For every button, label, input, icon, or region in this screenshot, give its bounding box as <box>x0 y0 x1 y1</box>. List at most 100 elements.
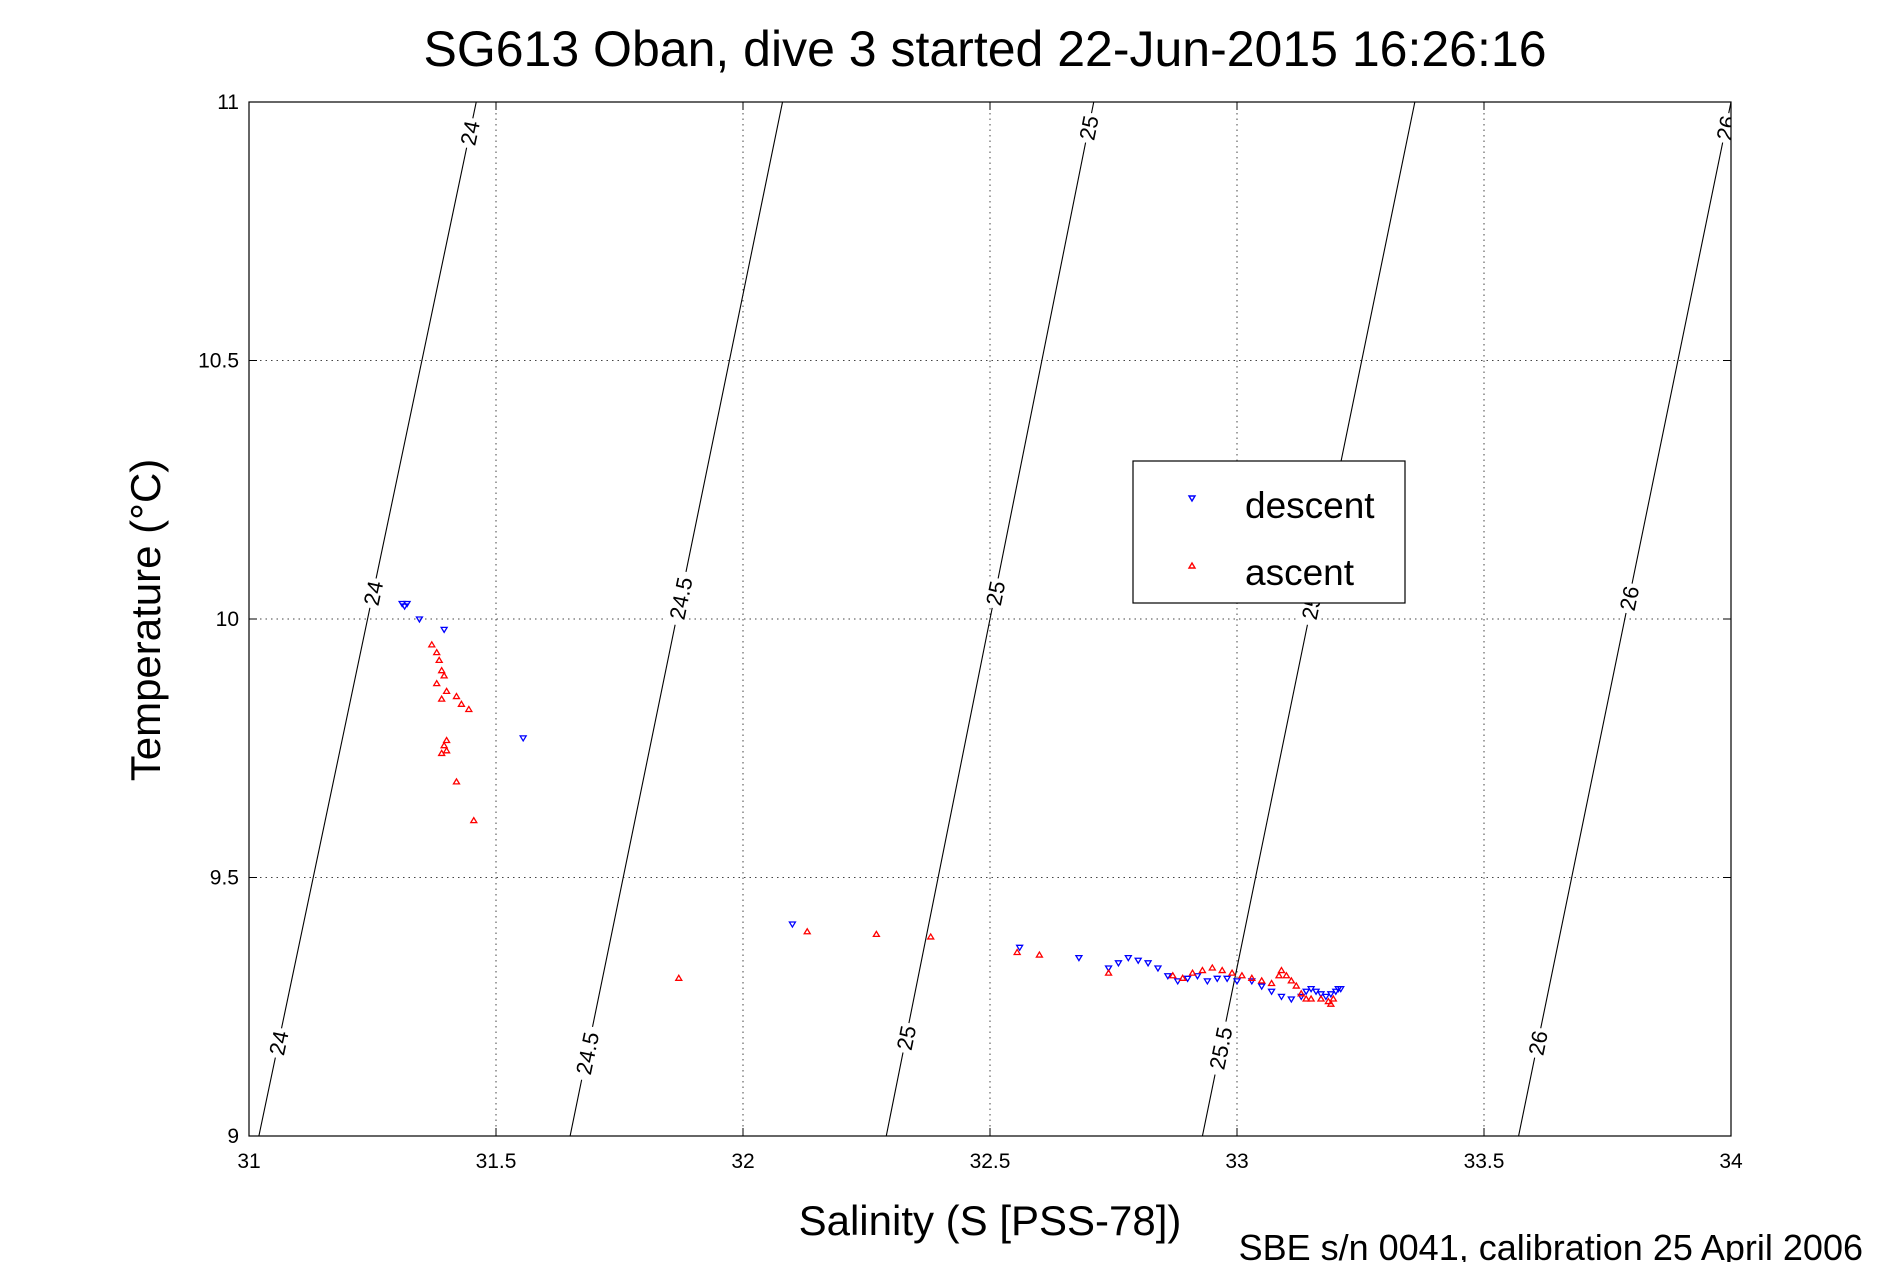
contour-label-group: 25 <box>981 576 1010 610</box>
y-axis-ticks: 9 9.5 10 10.5 11 <box>198 91 1731 1148</box>
descent-point <box>788 921 797 929</box>
contour-label-bg <box>1524 1026 1551 1060</box>
contour-label-group: 26 <box>1711 111 1740 145</box>
ascent-point <box>442 746 451 754</box>
ascent-point <box>432 679 441 687</box>
ascent-point <box>469 816 478 824</box>
ascent-point <box>1227 968 1237 976</box>
contour-label-bg <box>1075 111 1102 145</box>
contour-label-group: 24 <box>455 116 485 150</box>
y-tick-label: 10 <box>216 608 239 631</box>
ascent-point <box>1302 994 1311 1002</box>
contour-line-26 <box>1518 102 1731 1136</box>
descent-point <box>400 603 409 611</box>
ascent-point <box>803 927 812 935</box>
ascent-point <box>442 687 451 695</box>
ascent-point <box>427 640 436 648</box>
ascent-point <box>674 974 683 981</box>
ascent-point <box>437 749 446 757</box>
descent-point <box>1297 993 1306 1001</box>
descent-point <box>1134 957 1143 965</box>
ascent-point <box>1013 948 1022 956</box>
x-tick-label: 32 <box>731 1150 754 1173</box>
ascent-point <box>442 736 451 744</box>
descent-point <box>439 626 449 634</box>
calibration-footnote: SBE s/n 0041, calibration 25 April 2006 <box>1239 1227 1863 1262</box>
contour-label-bg <box>265 1026 292 1060</box>
descent-point <box>1143 960 1153 968</box>
x-axis-label: Salinity (S [PSS-78]) <box>799 1197 1182 1244</box>
ascent-point <box>452 692 461 700</box>
contour-label-group: 25 <box>1074 111 1104 145</box>
ascent-point <box>1218 966 1227 974</box>
contour-label: 25 <box>981 579 1010 608</box>
descent-point <box>1203 978 1212 986</box>
ascent-point <box>1257 976 1266 984</box>
descent-point <box>519 735 528 743</box>
contour-label-bg <box>893 1021 919 1055</box>
x-tick-label: 31.5 <box>476 1150 517 1173</box>
contour-label-bg <box>360 576 386 610</box>
ascent-point <box>1168 971 1177 979</box>
ascent-point <box>437 666 446 674</box>
contour-label: 24 <box>359 579 389 608</box>
legend-box <box>1132 460 1406 604</box>
ascent-point <box>464 705 473 713</box>
descent-point <box>1213 975 1222 983</box>
ascent-point <box>1188 968 1197 976</box>
ascent-point <box>439 671 449 679</box>
contour-label-group: 24.5 <box>571 1024 604 1082</box>
contour-label: 26 <box>1615 584 1644 613</box>
descent-point <box>1193 973 1202 980</box>
contour-label: 24.5 <box>664 575 697 622</box>
descent-point <box>1331 988 1340 996</box>
legend-marker-ascent <box>1187 561 1197 569</box>
y-tick-label: 9.5 <box>210 867 239 890</box>
contour-label-group: 25.5 <box>1204 1019 1238 1077</box>
descent-point <box>1247 978 1256 986</box>
contour-line-25 <box>885 102 1095 1136</box>
ascent-point <box>1104 968 1113 976</box>
contour-label: 24 <box>264 1028 294 1057</box>
ascent-point <box>1306 994 1316 1002</box>
ascent-point <box>432 648 441 656</box>
x-tick-label: 34 <box>1719 1150 1743 1173</box>
descent-point <box>1336 986 1345 993</box>
ascent-point <box>1035 950 1044 958</box>
contour-line-24 <box>258 102 477 1136</box>
ascent-point <box>1297 989 1306 997</box>
ascent-point <box>1247 974 1256 981</box>
descent-point <box>1321 993 1331 1001</box>
y-tick-label: 9 <box>227 1125 239 1148</box>
legend-label-descent: descent <box>1245 485 1375 526</box>
contour-label-bg <box>982 576 1008 610</box>
descent-point <box>1287 996 1296 1004</box>
descent-point <box>1114 960 1123 968</box>
density-contours <box>258 102 1731 1136</box>
contour-label: 26 <box>1711 113 1740 142</box>
descent-point <box>1257 983 1266 991</box>
ascent-point <box>926 932 935 940</box>
ascent-point <box>1198 966 1207 974</box>
ascent-point <box>1326 999 1336 1007</box>
descent-point <box>415 616 424 624</box>
contour-label-bg <box>571 1024 603 1082</box>
ascent-point <box>1277 966 1286 974</box>
contour-label-group: 24 <box>264 1026 294 1060</box>
contour-label: 25 <box>1074 113 1103 142</box>
data-points <box>397 600 1345 1007</box>
descent-point <box>1326 991 1336 999</box>
contour-label: 24 <box>455 119 485 148</box>
contour-label-bg <box>1616 581 1642 616</box>
descent-point <box>1302 988 1311 996</box>
y-axis-label: Temperature (°C) <box>122 459 169 782</box>
chart-title: SG613 Oban, dive 3 started 22-Jun-2015 1… <box>424 21 1547 77</box>
x-axis-ticks: 31 31.5 32 32.5 33 33.5 34 <box>237 102 1743 1173</box>
contour-label-group: 26 <box>1523 1026 1553 1060</box>
ascent-point <box>439 741 449 749</box>
descent-point <box>1074 954 1084 962</box>
ascent-point <box>1267 979 1276 987</box>
ascent-point <box>1329 994 1338 1002</box>
